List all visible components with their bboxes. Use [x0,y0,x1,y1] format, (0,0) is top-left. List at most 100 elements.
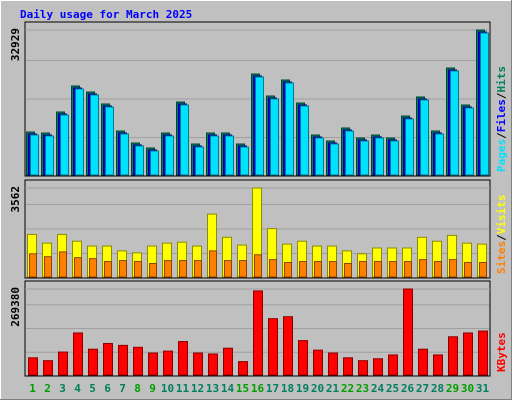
bar [119,260,127,278]
bar-body [359,261,367,278]
bar-body [148,352,158,376]
legend-entry: Pages [495,139,508,172]
bar [405,118,414,176]
bar [75,88,84,176]
bar-body [239,260,247,278]
bar [133,346,143,376]
x-tick-label: 9 [149,382,156,395]
bar-body [314,261,322,278]
bar-body [28,357,38,376]
bar-body [330,143,339,176]
x-tick-label: 28 [431,382,444,395]
bar-body [480,32,489,176]
bar [300,105,309,176]
bar-body [88,348,98,376]
legend: KBytes [495,332,508,372]
bar-body [59,251,67,278]
bar [148,352,158,376]
bar [150,150,159,176]
bar-body [270,98,279,176]
legend-entry: Sites [495,241,508,274]
bar-body [150,150,159,176]
bar-body [179,260,187,278]
x-tick-label: 18 [281,382,294,395]
legend-entry: Visits [495,195,508,235]
bar [29,253,37,278]
bar [254,254,262,278]
x-tick-label: 27 [416,382,429,395]
bar-body [119,260,127,278]
bar [88,348,98,376]
bar [225,135,234,176]
bar-body [345,130,354,176]
bar [210,135,219,176]
x-tick-label: 3 [59,382,66,395]
bar-body [463,332,473,376]
legend-entry: Files [495,99,508,132]
bar-body [373,358,383,376]
legend: Sites/Visits [495,195,508,275]
bar-body [360,140,369,176]
bar-body [375,137,384,176]
bar-body [103,342,113,376]
bar-body [208,353,218,376]
bar [360,140,369,176]
bar-body [180,104,189,176]
bar-body [479,261,487,278]
bar [58,351,68,376]
bar-body [285,82,294,176]
x-tick-label: 2 [44,382,51,395]
legend-separator: / [495,92,508,99]
x-tick-label: 31 [476,382,490,395]
bar-body [298,340,308,376]
bar-body [45,135,54,176]
bar [209,250,217,278]
bar-body [255,76,264,176]
bar [285,82,294,176]
bar-body [90,94,99,176]
bar-body [403,288,413,376]
bar-body [163,350,173,376]
bar [314,261,322,278]
bar [105,106,114,176]
bar-body [134,261,142,278]
x-tick-label: 10 [161,382,174,395]
bar-body [149,262,157,278]
bar [329,261,337,278]
bar-body [405,118,414,176]
x-tick-label: 17 [266,382,279,395]
bar-body [135,145,144,176]
x-tick-label: 30 [461,382,474,395]
bar-body [210,135,219,176]
bar-body [195,146,204,176]
bar [135,145,144,176]
bar-body [178,341,188,376]
x-tick-label: 1 [29,382,36,395]
bar [344,262,352,278]
x-tick-label: 25 [386,382,399,395]
bar [283,316,293,376]
y-tick-label: 3562 [9,186,22,213]
bar-body [118,344,128,376]
bar-body [433,354,443,376]
bar [60,114,69,176]
bar-body [283,316,293,376]
bar [389,261,397,278]
bar [418,348,428,376]
legend-separator: / [495,132,508,139]
bar-body [44,256,52,278]
bar-body [60,114,69,176]
x-tick-label: 23 [356,382,369,395]
bar-body [58,351,68,376]
bar [403,288,413,376]
bar [330,143,339,176]
bar-body [448,336,458,376]
bar [255,76,264,176]
bar-body [390,140,399,176]
x-tick-label: 12 [191,382,204,395]
bar [373,358,383,376]
bar [44,256,52,278]
bar [223,347,233,376]
bar [343,357,353,376]
